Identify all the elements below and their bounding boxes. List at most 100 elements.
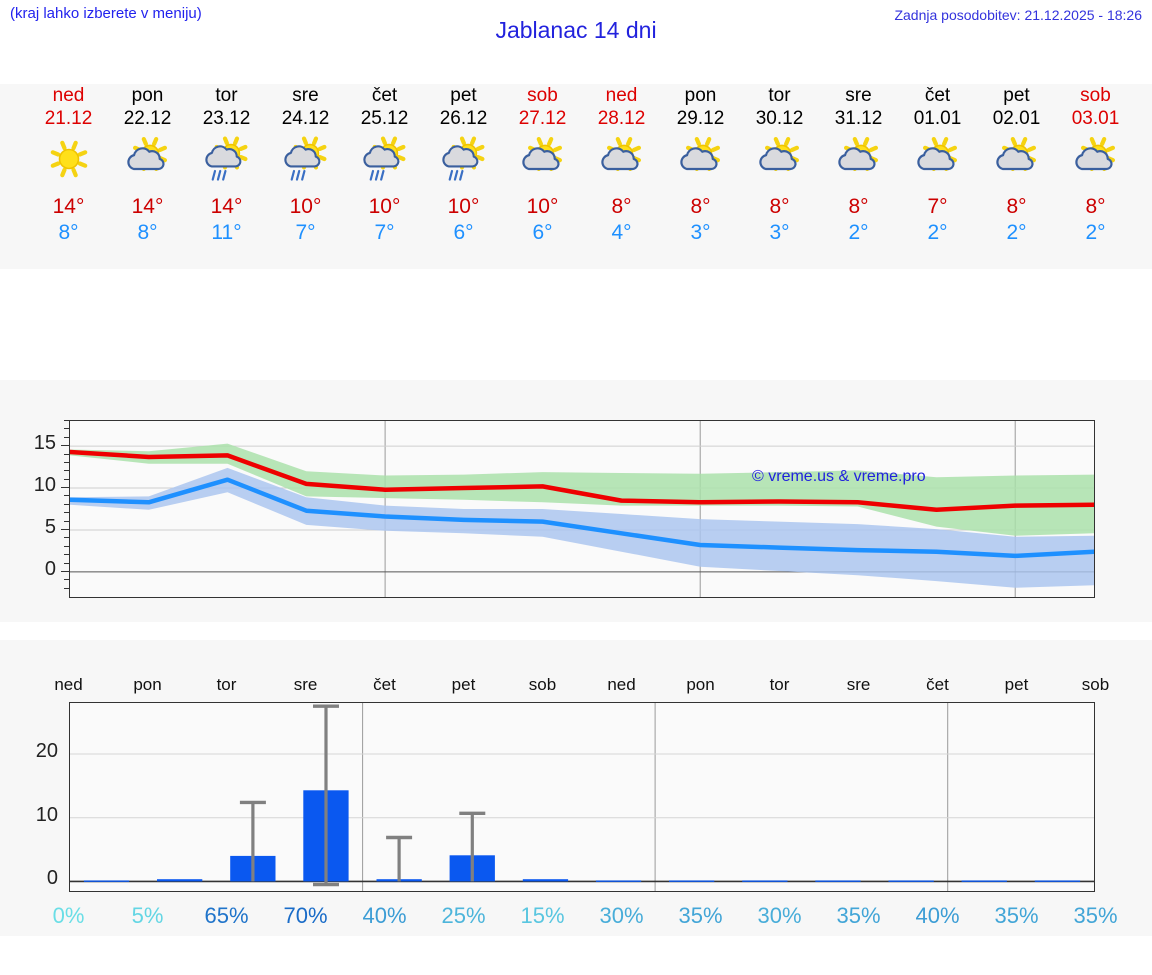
min-temperature: 2° <box>1006 221 1027 244</box>
day-column[interactable]: sre 24.12 10° 7° <box>266 84 345 246</box>
sun-cloud-icon <box>126 136 167 172</box>
temperature-plot-area <box>69 420 1095 598</box>
day-name: sob <box>1080 85 1111 106</box>
weather-icon-wrapper <box>898 132 977 190</box>
weather-icon-wrapper <box>266 132 345 190</box>
max-temperature: 10° <box>289 195 322 218</box>
weather-icon-wrapper <box>740 132 819 190</box>
precipitation-chart-panel: 20 10 0 <box>0 640 1152 936</box>
precipitation-day-header: čet <box>926 675 949 694</box>
day-date: 24.12 <box>281 108 330 129</box>
min-temperature: 6° <box>453 221 474 244</box>
day-date: 29.12 <box>676 108 725 129</box>
temperature-y-tick-label: 10 <box>33 474 56 497</box>
page-title: Jablanac 14 dni <box>495 17 657 43</box>
page-header: (kraj lahko izberete v meniju) Jablanac … <box>0 0 1152 80</box>
max-temperature: 8° <box>848 195 869 218</box>
day-column[interactable]: čet 01.01 7° 2° <box>898 84 977 246</box>
precipitation-day-header: pon <box>133 675 162 694</box>
day-column[interactable]: tor 30.12 8° 3° <box>740 84 819 246</box>
precipitation-probability-label: 70% <box>283 903 328 928</box>
day-column[interactable]: čet 25.12 10° 7° <box>345 84 424 246</box>
precipitation-plot-area <box>69 702 1095 892</box>
min-temperature: 7° <box>295 221 316 244</box>
day-name: tor <box>768 85 791 106</box>
temperature-chart-panel: 0 5 10 15 © vreme.us & vreme.pro <box>0 380 1152 622</box>
daily-forecast-strip: ned 21.12 14° 8° pon 22.12 14° 8° tor 23.12 14° 11°… <box>0 84 1152 269</box>
min-temperature: 3° <box>769 221 790 244</box>
day-date: 03.01 <box>1071 108 1120 129</box>
precipitation-day-header: tor <box>216 675 237 694</box>
day-column[interactable]: sob 03.01 8° 2° <box>1056 84 1135 246</box>
day-column[interactable]: pon 29.12 8° 3° <box>661 84 740 246</box>
weather-icon-wrapper <box>424 132 503 190</box>
sun-cloud-icon <box>837 136 878 172</box>
day-name: ned <box>52 85 85 106</box>
precipitation-day-header: sre <box>293 675 318 694</box>
min-temperature: 3° <box>690 221 711 244</box>
day-date: 28.12 <box>597 108 646 129</box>
day-name: pet <box>1003 85 1030 106</box>
day-column[interactable]: ned 28.12 8° 4° <box>582 84 661 246</box>
weather-icon-wrapper <box>345 132 424 190</box>
min-temperature: 7° <box>374 221 395 244</box>
day-name: čet <box>371 85 398 106</box>
min-temperature: 2° <box>848 221 869 244</box>
max-temperature: 10° <box>447 195 480 218</box>
day-date: 25.12 <box>360 108 409 129</box>
precipitation-day-header: pon <box>686 675 715 694</box>
day-column[interactable]: tor 23.12 14° 11° <box>187 84 266 246</box>
min-temperature: 8° <box>58 221 79 244</box>
sun-cloud-icon <box>1074 136 1115 172</box>
day-name: sob <box>527 85 558 106</box>
precipitation-probability-label: 35% <box>836 903 881 928</box>
temperature-y-tick-label: 15 <box>33 432 56 455</box>
day-column[interactable]: pet 02.01 8° 2° <box>977 84 1056 246</box>
precipitation-y-tick-label: 0 <box>46 867 58 890</box>
precipitation-y-tick-label: 20 <box>35 739 58 762</box>
precipitation-day-header: ned <box>607 675 636 694</box>
precipitation-probability-label: 35% <box>1073 903 1118 928</box>
sun-cloud-rain-icon <box>441 136 485 181</box>
sun-cloud-icon <box>600 136 641 172</box>
precipitation-probability-label: 65% <box>204 903 249 928</box>
day-column[interactable]: sob 27.12 10° 6° <box>503 84 582 246</box>
day-column[interactable]: ned 21.12 14° 8° <box>29 84 108 246</box>
precipitation-day-header: čet <box>373 675 396 694</box>
day-date: 23.12 <box>202 108 251 129</box>
precipitation-y-tick-label: 10 <box>35 803 58 826</box>
day-name: sre <box>845 85 872 106</box>
min-temperature: 4° <box>611 221 632 244</box>
precipitation-probability-label: 30% <box>599 903 644 928</box>
sun-icon <box>50 140 87 178</box>
day-date: 01.01 <box>913 108 962 129</box>
temperature-y-tick-label: 5 <box>44 515 56 538</box>
precipitation-day-header: pet <box>451 675 476 694</box>
day-date: 27.12 <box>518 108 567 129</box>
sun-cloud-icon <box>995 136 1036 172</box>
min-temperature: 2° <box>1085 221 1106 244</box>
day-name: ned <box>605 85 638 106</box>
location-menu-note[interactable]: (kraj lahko izberete v meniju) <box>10 5 202 22</box>
day-name: tor <box>215 85 238 106</box>
last-update-label: Zadnja posodobitev: 21.12.2025 - 18:26 <box>894 7 1142 23</box>
precipitation-probability-label: 40% <box>362 903 407 928</box>
day-date: 22.12 <box>123 108 172 129</box>
max-temperature: 8° <box>1006 195 1027 218</box>
precipitation-day-header: sre <box>846 675 871 694</box>
day-column[interactable]: pon 22.12 14° 8° <box>108 84 187 246</box>
max-temperature: 8° <box>611 195 632 218</box>
day-column[interactable]: pet 26.12 10° 6° <box>424 84 503 246</box>
precipitation-plot-svg <box>70 703 1094 891</box>
weather-icon-wrapper <box>29 132 108 190</box>
day-name: pon <box>684 85 717 106</box>
min-temperature: 11° <box>211 221 242 244</box>
weather-icon-wrapper <box>108 132 187 190</box>
weather-icon-wrapper <box>1056 132 1135 190</box>
max-temperature: 8° <box>1085 195 1106 218</box>
day-column[interactable]: sre 31.12 8° 2° <box>819 84 898 246</box>
precipitation-probability-label: 40% <box>915 903 960 928</box>
precipitation-probability-label: 35% <box>994 903 1039 928</box>
sun-cloud-icon <box>916 136 957 172</box>
precipitation-probability-label: 5% <box>131 903 164 928</box>
